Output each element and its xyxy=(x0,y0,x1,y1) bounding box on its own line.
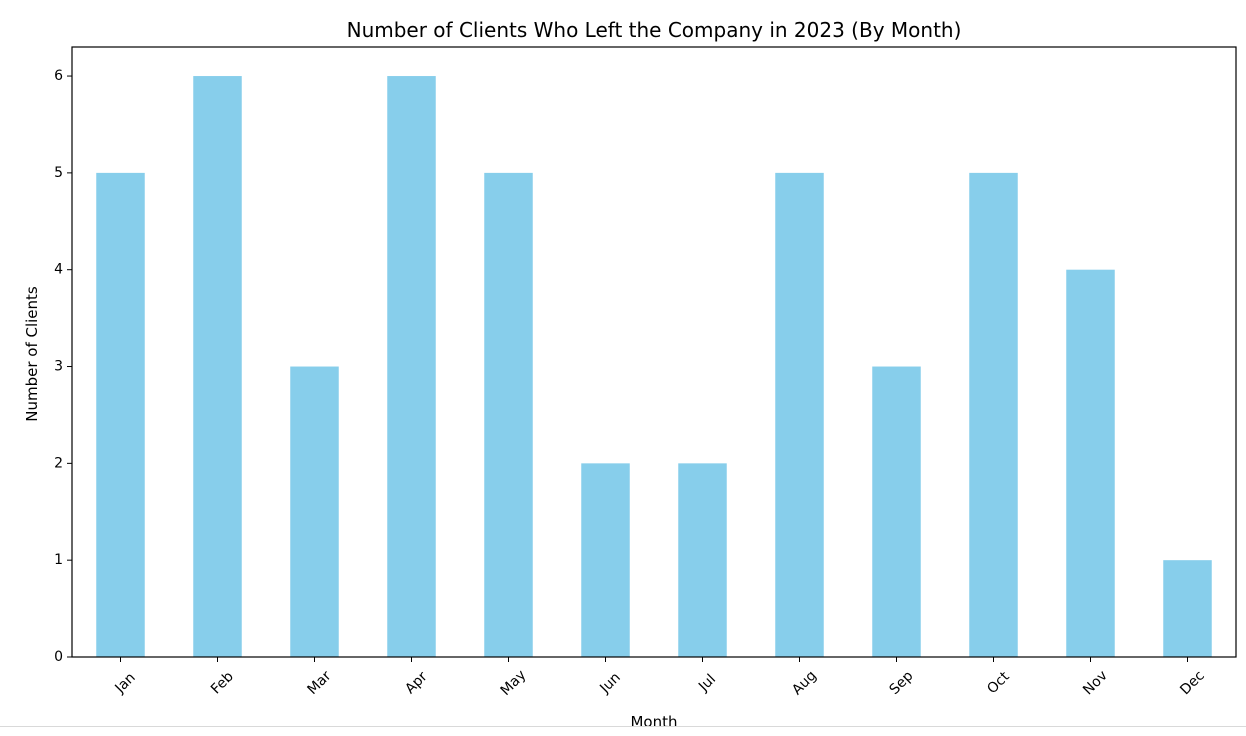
bars-layer xyxy=(96,76,1212,658)
x-tick-label: Sep xyxy=(887,668,917,698)
y-tick-label: 5 xyxy=(54,165,63,181)
x-tick-label: Feb xyxy=(208,669,237,698)
x-tick-label: Jan xyxy=(112,670,139,697)
y-tick-label: 3 xyxy=(54,359,63,375)
y-tick-label: 2 xyxy=(54,455,63,471)
x-tick-label: Aug xyxy=(789,668,820,699)
bar-nov xyxy=(1066,269,1115,657)
x-tick-label: May xyxy=(498,667,530,699)
y-tick-label: 0 xyxy=(54,649,63,665)
bar-jan xyxy=(96,172,145,657)
bar-jul xyxy=(678,463,727,657)
bar-apr xyxy=(387,76,436,658)
bar-oct xyxy=(969,172,1018,657)
x-tick-label: Mar xyxy=(305,668,335,698)
x-tick-label: Nov xyxy=(1080,668,1111,699)
chart-title: Number of Clients Who Left the Company i… xyxy=(347,18,962,42)
bar-dec xyxy=(1163,560,1212,657)
bar-mar xyxy=(290,366,339,657)
x-tick-label: Dec xyxy=(1177,668,1207,698)
y-axis-label: Number of Clients xyxy=(23,286,41,422)
bar-may xyxy=(484,172,533,657)
y-axis-ticks: 0 1 2 3 4 5 6 xyxy=(54,68,72,665)
bar-sep xyxy=(872,366,921,657)
x-axis-ticks: Jan Feb Mar Apr May Jun Jul Aug Sep Oct Nov Dec xyxy=(112,657,1208,699)
bottom-divider xyxy=(0,726,1246,727)
y-tick-label: 6 xyxy=(54,68,63,84)
y-tick-label: 4 xyxy=(54,262,63,278)
bar-feb xyxy=(193,76,242,658)
plot-frame xyxy=(71,46,1237,658)
x-tick-label: Jun xyxy=(596,670,623,697)
x-tick-label: Oct xyxy=(984,668,1013,697)
bar-jun xyxy=(581,463,630,657)
x-tick-label: Jul xyxy=(695,671,719,695)
x-axis-label: Month xyxy=(630,713,677,731)
bar-aug xyxy=(775,172,824,657)
y-tick-label: 1 xyxy=(54,552,63,568)
x-tick-label: Apr xyxy=(402,669,431,698)
